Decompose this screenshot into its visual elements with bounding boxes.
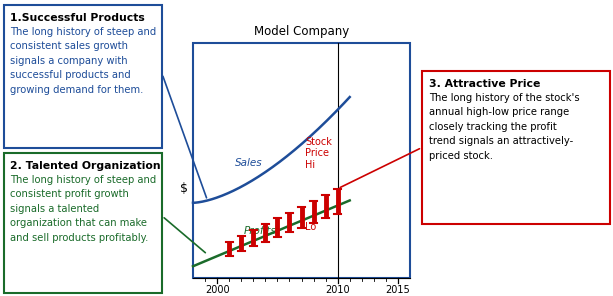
Text: The long history of steep and
consistent sales growth
signals a company with
suc: The long history of steep and consistent…	[10, 27, 156, 95]
Text: 2010: 2010	[326, 285, 350, 295]
Text: 3. Attractive Price: 3. Attractive Price	[429, 79, 541, 89]
Text: Lo: Lo	[305, 222, 316, 231]
Text: 2015: 2015	[386, 285, 410, 295]
FancyBboxPatch shape	[193, 43, 410, 278]
Text: The long history of steep and
consistent profit growth
signals a talented
organi: The long history of steep and consistent…	[10, 175, 156, 243]
Text: Sales: Sales	[235, 157, 263, 168]
FancyBboxPatch shape	[422, 71, 610, 224]
FancyBboxPatch shape	[4, 153, 162, 293]
Text: 2000: 2000	[205, 285, 229, 295]
Text: Profits: Profits	[243, 226, 276, 236]
Text: The long history of the stock's
annual high-low price range
closely tracking the: The long history of the stock's annual h…	[429, 93, 580, 161]
Text: Model Company: Model Company	[254, 25, 349, 38]
FancyBboxPatch shape	[4, 5, 162, 148]
Text: $: $	[180, 182, 188, 195]
Text: Stock
Price
Hi: Stock Price Hi	[305, 137, 332, 170]
Text: 2. Talented Organization: 2. Talented Organization	[10, 161, 161, 171]
Text: 1.Successful Products: 1.Successful Products	[10, 13, 145, 23]
